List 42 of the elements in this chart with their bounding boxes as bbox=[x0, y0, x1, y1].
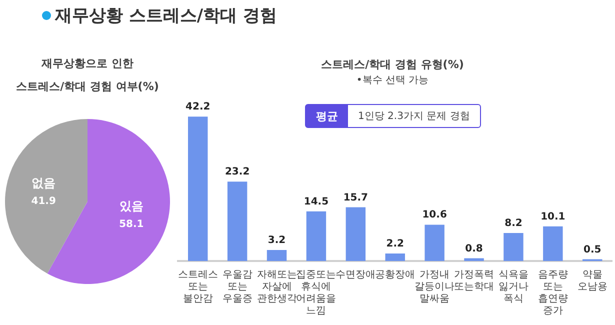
slice-label: 있음 bbox=[119, 198, 144, 213]
x-tick-label: 음주량 또는 흡연량 증가 bbox=[538, 270, 568, 317]
x-tick-label: 수면장애 bbox=[336, 270, 376, 281]
data-label: 10.1 bbox=[540, 211, 566, 222]
data-label: 14.5 bbox=[304, 196, 329, 208]
x-tick-label: 가정내 갈등이나 말싸움 bbox=[414, 270, 455, 305]
chart-subtitle: •복수 선택 가능 bbox=[355, 74, 430, 87]
x-tick-label: 자해또는 자살에 관한생각 bbox=[256, 270, 297, 305]
x-tick-label: 가정폭력 또는학대 bbox=[454, 270, 494, 293]
bar bbox=[227, 182, 248, 261]
chart-subtitle: 재무상황으로 인한 스트레스/학대 경험 여부(%) bbox=[15, 56, 160, 95]
x-tick-label: 스트레스 또는 불안감 bbox=[178, 270, 218, 305]
slice-label: 없음 bbox=[32, 176, 56, 190]
data-label: 0.5 bbox=[584, 244, 602, 256]
x-tick-label: 약물 오남용 bbox=[577, 270, 608, 293]
data-label: 42.2 bbox=[186, 102, 210, 113]
annotation: 평균 bbox=[306, 105, 348, 127]
chart-title: 재무상황 스트레스/학대 경험 bbox=[55, 5, 278, 27]
data-label: 23.2 bbox=[224, 166, 250, 178]
x-tick-label: 우울감 또는 우울증 bbox=[222, 270, 252, 305]
bar bbox=[266, 250, 287, 261]
chart-title: 스트레스/학대 경험 유형(%) bbox=[320, 57, 465, 73]
bar bbox=[188, 116, 208, 261]
bar bbox=[504, 232, 524, 261]
bar bbox=[385, 253, 405, 261]
bar bbox=[543, 226, 563, 261]
bar bbox=[464, 258, 484, 261]
data-label: 41.9 bbox=[31, 196, 56, 208]
x-tick-label: 공황장애 bbox=[375, 270, 416, 281]
x-tick-label: 식욕을 잃거나 폭식 bbox=[498, 270, 528, 305]
data-label: 58.1 bbox=[119, 218, 144, 230]
x-tick-label: 집중또는 휴식에 어려움을 느낌 bbox=[296, 270, 336, 317]
data-label: 2.2 bbox=[386, 238, 404, 250]
bar bbox=[424, 224, 444, 261]
bar bbox=[346, 207, 366, 261]
data-label: 8.2 bbox=[504, 218, 522, 229]
data-label: 0.8 bbox=[465, 243, 483, 254]
bar bbox=[306, 211, 326, 261]
annotation: 1인당 2.3가지 문제 경험 bbox=[357, 110, 471, 124]
data-label: 15.7 bbox=[343, 192, 368, 204]
data-label: 3.2 bbox=[268, 235, 286, 246]
data-label: 10.6 bbox=[422, 210, 447, 221]
